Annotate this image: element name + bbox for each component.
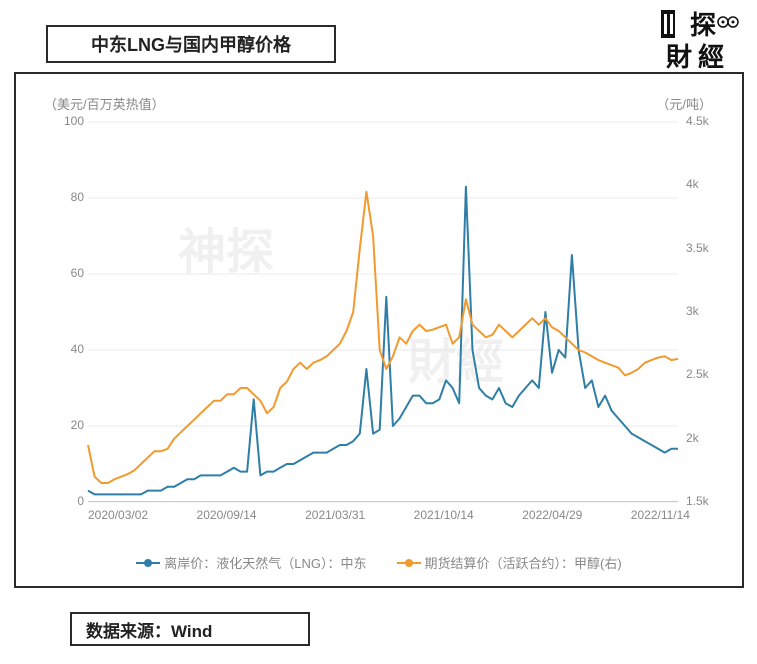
legend: 离岸价：液化天然气（LNG）：中东 期货结算价（活跃合约）：甲醇(右) [16,553,742,572]
y1-tick-label: 80 [44,190,84,204]
legend-item-methanol: 期货结算价（活跃合约）：甲醇(右) [397,553,622,572]
y2-tick-label: 2k [686,431,699,445]
x-tick-label: 2021/03/31 [305,508,365,522]
y1-tick-label: 60 [44,266,84,280]
brand-logo: 探 財 經 [659,6,739,72]
x-tick-label: 2020/09/14 [197,508,257,522]
y1-tick-label: 20 [44,418,84,432]
y1-tick-label: 100 [44,114,84,128]
y1-tick-label: 40 [44,342,84,356]
y2-tick-label: 4k [686,177,699,191]
data-source-label: 数据来源：Wind [86,617,212,642]
svg-text:財: 財 [666,43,692,72]
plot-area: 神探 財經 [88,122,678,502]
y2-tick-label: 3k [686,304,699,318]
chart-title: 中东LNG与国内甲醇价格 [91,31,291,57]
x-tick-label: 2021/10/14 [414,508,474,522]
data-source-box: 数据来源：Wind [70,612,310,646]
svg-text:經: 經 [698,42,724,72]
legend-label-methanol: 期货结算价（活跃合约）：甲醇(右) [425,553,622,572]
legend-item-lng: 离岸价：液化天然气（LNG）：中东 [136,553,366,572]
y1-axis-title: （美元/百万英热值） [44,94,165,113]
y2-tick-label: 1.5k [686,494,709,508]
chart-frame: （美元/百万英热值） （元/吨） 神探 財經 0 20 40 60 80 100 1.5k… [14,72,744,588]
legend-label-lng: 离岸价：液化天然气（LNG）：中东 [164,553,366,572]
y2-axis-title: （元/吨） [656,94,712,113]
x-tick-label: 2022/11/14 [631,508,690,522]
x-tick-label: 2020/03/02 [88,508,148,522]
y2-tick-label: 3.5k [686,241,709,255]
y2-tick-label: 4.5k [686,114,709,128]
svg-text:探: 探 [690,11,716,40]
chart-title-box: 中东LNG与国内甲醇价格 [46,25,336,63]
y1-tick-label: 0 [44,494,84,508]
y2-tick-label: 2.5k [686,367,709,381]
x-tick-label: 2022/04/29 [522,508,582,522]
